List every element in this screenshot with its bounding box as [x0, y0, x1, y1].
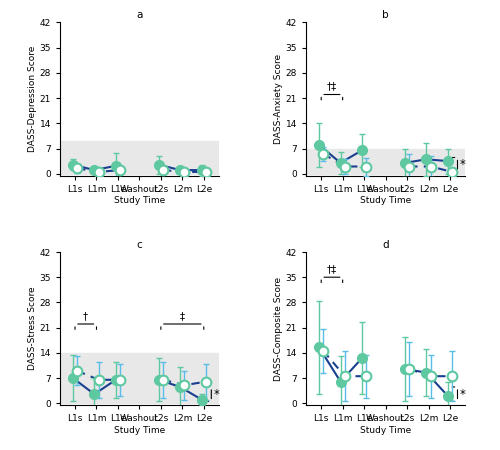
Text: *: *	[460, 388, 466, 400]
Bar	[60, 141, 219, 174]
Y-axis label: DASS-Composite Score: DASS-Composite Score	[274, 276, 283, 381]
Title: c: c	[136, 240, 142, 250]
Text: *: *	[214, 388, 220, 400]
Title: a: a	[136, 10, 142, 20]
Text: ‡: ‡	[180, 311, 185, 321]
Title: d: d	[382, 240, 389, 250]
Y-axis label: DASS-Depression Score: DASS-Depression Score	[28, 46, 36, 152]
X-axis label: Study Time: Study Time	[114, 426, 165, 435]
Y-axis label: DASS-Stress Score: DASS-Stress Score	[28, 287, 36, 370]
Text: †: †	[83, 311, 88, 321]
Title: b: b	[382, 10, 389, 20]
Text: †‡: †‡	[327, 264, 337, 274]
Bar	[306, 148, 465, 174]
Bar	[60, 353, 219, 403]
Text: †‡: †‡	[327, 81, 337, 92]
Text: *: *	[460, 158, 466, 171]
X-axis label: Study Time: Study Time	[360, 426, 411, 435]
X-axis label: Study Time: Study Time	[114, 196, 165, 205]
X-axis label: Study Time: Study Time	[360, 196, 411, 205]
Y-axis label: DASS-Anxiety Score: DASS-Anxiety Score	[274, 54, 283, 144]
